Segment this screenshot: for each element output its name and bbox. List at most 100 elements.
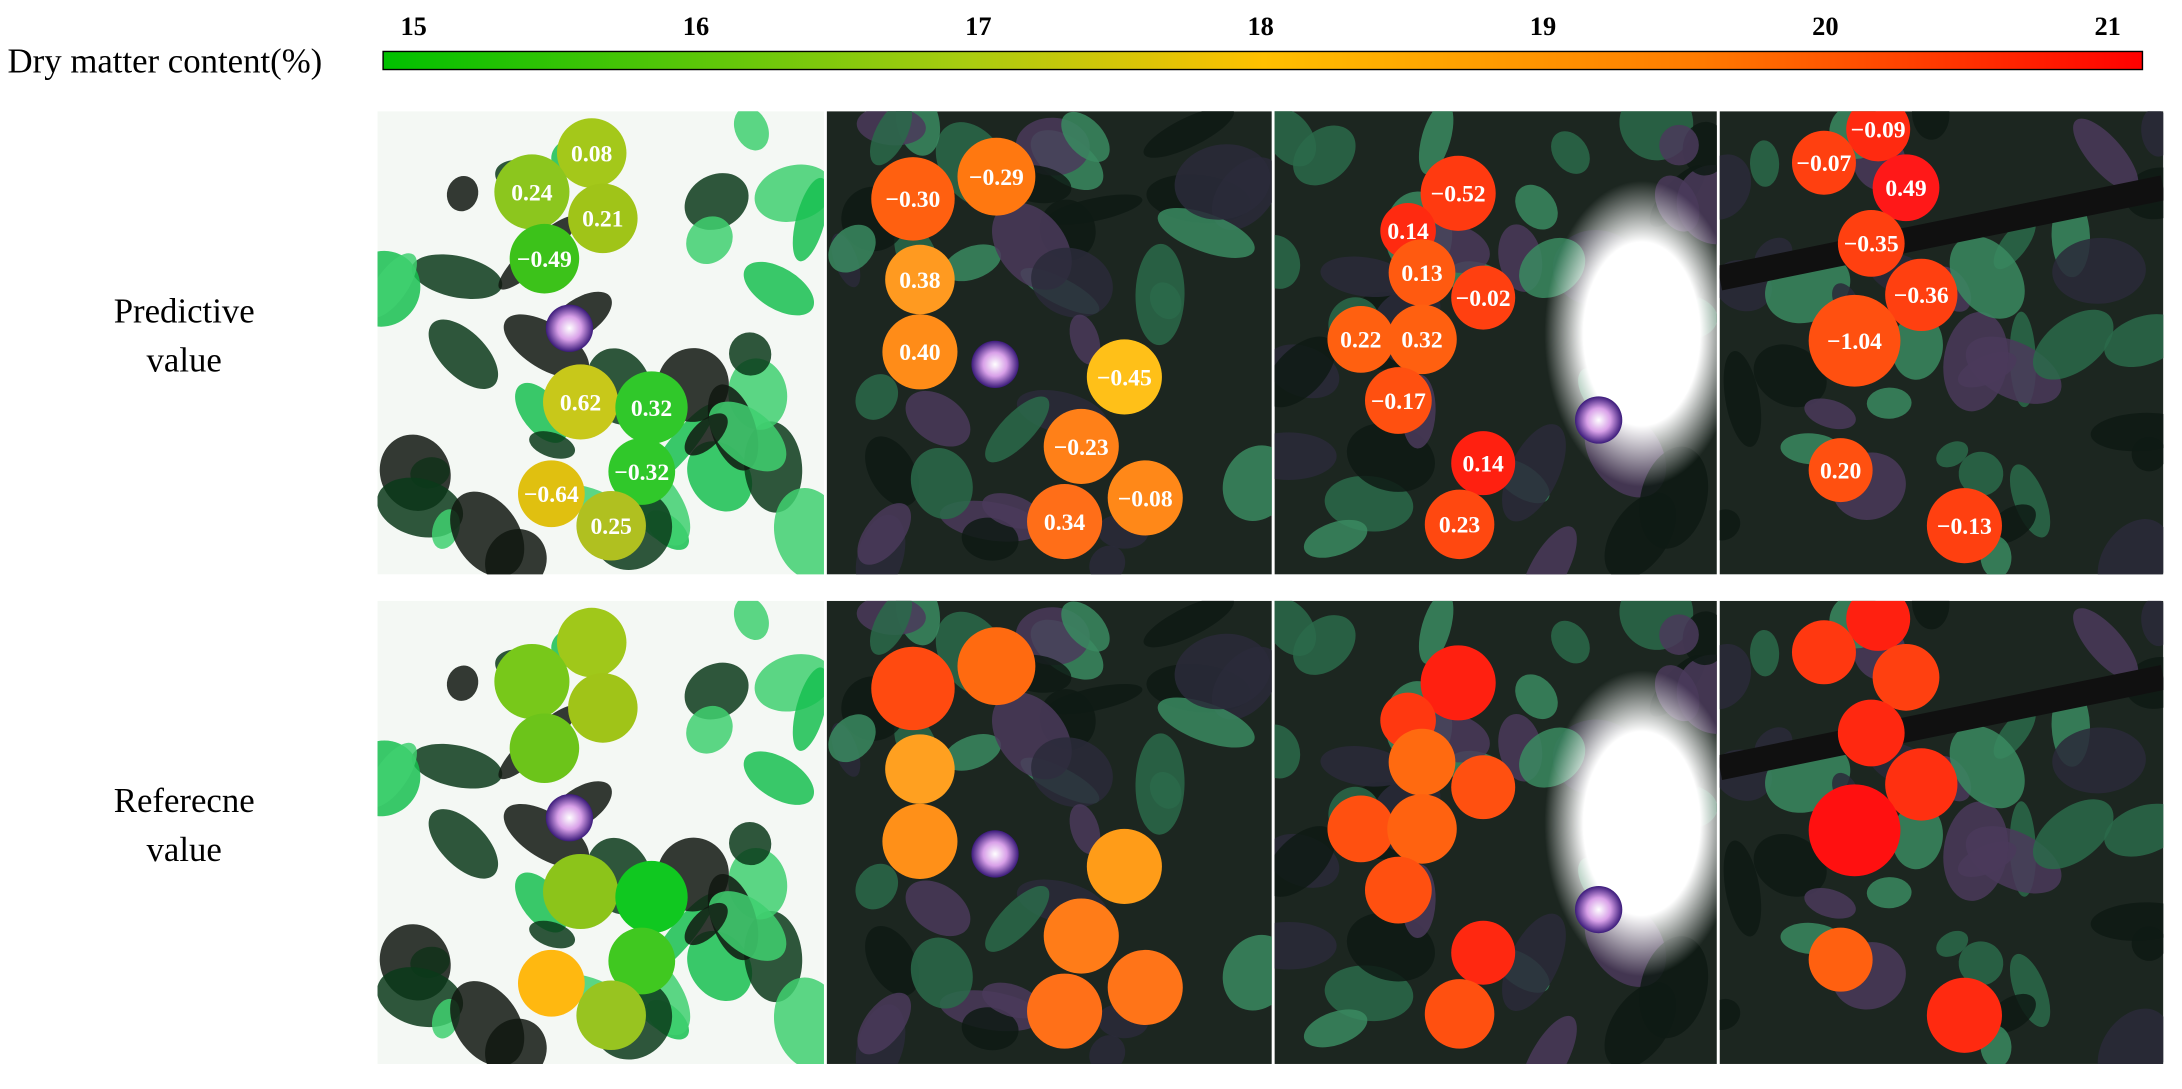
leaf bbox=[1061, 111, 1110, 163]
leaf bbox=[684, 902, 728, 946]
fruit bbox=[1420, 645, 1496, 721]
fruit bbox=[568, 183, 638, 254]
fruit bbox=[1387, 794, 1457, 864]
fruit-error: 0.13 bbox=[1401, 261, 1442, 287]
leaf bbox=[828, 714, 876, 763]
leaf bbox=[1750, 629, 1780, 677]
leaf bbox=[1320, 746, 1409, 787]
leaf bbox=[1157, 697, 1255, 748]
leaf bbox=[857, 503, 912, 565]
fruit-error: −0.07 bbox=[1797, 151, 1852, 177]
fruit-error: 0.25 bbox=[591, 514, 632, 540]
leaf bbox=[1031, 247, 1113, 318]
fruit bbox=[1451, 920, 1516, 985]
branch bbox=[1719, 175, 2164, 291]
leaf bbox=[1719, 643, 1752, 710]
leaf bbox=[1135, 733, 1185, 835]
leaf bbox=[733, 600, 769, 641]
fruit-error: 0.32 bbox=[631, 396, 672, 422]
colorbar-tick-label: 20 bbox=[1812, 11, 1838, 41]
fruit bbox=[957, 627, 1036, 706]
leaf bbox=[684, 662, 749, 720]
leaf bbox=[1949, 725, 2025, 809]
leaf bbox=[961, 1007, 1019, 1051]
fruit bbox=[568, 673, 638, 743]
image-panel: −0.520.140.13−0.020.22 0.32−0.170.140.23 bbox=[1274, 111, 1717, 575]
fruit-error: 0.34 bbox=[1044, 510, 1086, 536]
leaf bbox=[855, 374, 899, 420]
leaf bbox=[1719, 509, 1741, 541]
row-label: value bbox=[147, 340, 222, 379]
leaf bbox=[1515, 674, 1558, 720]
fruit bbox=[957, 137, 1036, 216]
leaf bbox=[870, 600, 913, 655]
leaf bbox=[961, 517, 1019, 561]
leaf bbox=[1031, 737, 1113, 808]
leaf bbox=[428, 319, 499, 390]
fruit-error: 0.62 bbox=[560, 390, 601, 416]
fruit bbox=[1043, 898, 1119, 974]
fruit-error: −0.17 bbox=[1371, 389, 1426, 415]
fruit bbox=[1424, 979, 1495, 1049]
leaf bbox=[729, 332, 772, 376]
fruit-error: −0.08 bbox=[1118, 486, 1173, 512]
fruit bbox=[517, 460, 585, 528]
fruit bbox=[576, 980, 646, 1051]
colorbar-tick-label: 16 bbox=[683, 11, 709, 41]
leaf bbox=[450, 491, 525, 575]
branch bbox=[1719, 665, 2164, 780]
leaf bbox=[1274, 724, 1301, 779]
fruit bbox=[1420, 155, 1496, 231]
leaf bbox=[1303, 1009, 1368, 1048]
fruit bbox=[1107, 460, 1183, 536]
leaf bbox=[773, 977, 824, 1064]
leaf bbox=[743, 751, 815, 805]
leaf bbox=[684, 173, 749, 230]
leaf bbox=[708, 891, 787, 961]
fruit-error: −0.29 bbox=[969, 165, 1024, 191]
leaf bbox=[1891, 313, 1943, 380]
leaf bbox=[1143, 111, 1235, 158]
leaf bbox=[1274, 111, 1317, 167]
leaf bbox=[1520, 1015, 1577, 1064]
fruit bbox=[885, 244, 955, 315]
fruit bbox=[1388, 239, 1456, 306]
fruit-error: 0.22 bbox=[1340, 328, 1381, 354]
leaf bbox=[2131, 437, 2164, 472]
fruit bbox=[1027, 973, 1103, 1049]
leaf bbox=[1515, 184, 1558, 230]
fruit bbox=[556, 607, 627, 678]
leaf bbox=[828, 224, 876, 273]
leaf bbox=[1157, 207, 1255, 258]
fruit bbox=[1808, 927, 1873, 992]
fruit bbox=[608, 927, 676, 995]
leaf bbox=[943, 733, 1002, 771]
fruit bbox=[1451, 755, 1516, 820]
leaf bbox=[982, 493, 1042, 529]
fruit-error: −0.45 bbox=[1097, 365, 1152, 391]
leaf bbox=[1089, 545, 1126, 575]
fruit-error: 0.38 bbox=[899, 268, 941, 294]
leaf bbox=[686, 705, 733, 754]
leaf bbox=[865, 436, 920, 507]
fruit bbox=[1846, 600, 1911, 651]
reference-ball bbox=[971, 340, 1019, 389]
image-panel bbox=[1719, 600, 2164, 1064]
image-panel bbox=[377, 600, 824, 1064]
fruit bbox=[1327, 305, 1395, 373]
leaf bbox=[1174, 144, 1271, 220]
leaf bbox=[1274, 600, 1317, 656]
fruit-error: −1.04 bbox=[1827, 329, 1882, 355]
reference-ball bbox=[545, 304, 594, 352]
fruit bbox=[1086, 339, 1162, 415]
leaf bbox=[773, 487, 824, 575]
fruit bbox=[882, 314, 958, 390]
fruit bbox=[1926, 488, 2002, 564]
fruit-error: −0.02 bbox=[1456, 286, 1511, 312]
leaf bbox=[1943, 801, 2009, 901]
fruit bbox=[556, 118, 627, 188]
leaf bbox=[1418, 111, 1454, 175]
fruit bbox=[509, 713, 580, 784]
fruit bbox=[1872, 154, 1940, 222]
